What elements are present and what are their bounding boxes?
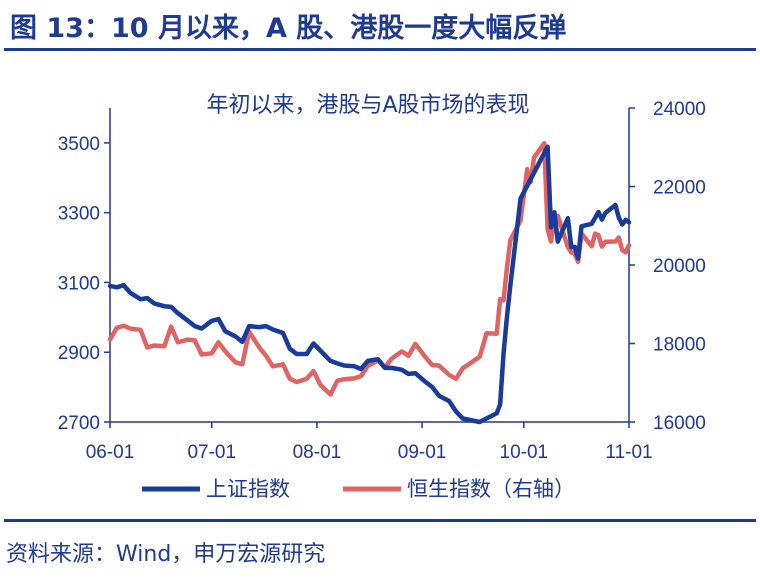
x-tick-label: 11-01 — [605, 442, 652, 463]
right-y-tick-label: 24000 — [653, 99, 706, 120]
x-tick-label: 09-01 — [398, 442, 447, 463]
legend: 上证指数 恒生指数（右轴） — [142, 477, 575, 501]
x-ticks: 06-01 07-01 08-01 09-01 10-01 11-01 — [86, 422, 653, 463]
source-note: 资料来源：Wind，申万宏源研究 — [6, 542, 326, 567]
figure-title: 图 13：10 月以来，A 股、港股一度大幅反弹 — [10, 13, 567, 44]
left-y-tick-label: 3500 — [58, 134, 100, 155]
series-lines — [107, 141, 632, 425]
legend-item-sse-label: 上证指数 — [206, 477, 290, 501]
x-tick-label: 08-01 — [293, 442, 342, 463]
right-y-tick-label: 22000 — [653, 178, 706, 199]
right-y-tick-label: 18000 — [653, 335, 706, 356]
series-line-hsi — [107, 141, 632, 397]
chart-title: 年初以来，港股与A股市场的表现 — [206, 93, 529, 118]
left-y-tick-label: 3300 — [58, 204, 100, 225]
x-tick-label: 06-01 — [86, 442, 135, 463]
top-rule — [4, 48, 756, 51]
right-y-tick-label: 16000 — [653, 413, 706, 434]
right-y-tick-label: 20000 — [653, 256, 706, 277]
left-y-tick-label: 2700 — [58, 413, 100, 434]
left-y-ticks: 2700 2900 3100 3300 3500 — [58, 134, 110, 434]
left-y-tick-label: 3100 — [58, 273, 100, 294]
right-y-ticks: 16000 18000 20000 22000 24000 — [629, 99, 706, 434]
bottom-rule — [4, 519, 756, 522]
x-tick-label: 07-01 — [187, 442, 236, 463]
legend-item-hsi-label: 恒生指数（右轴） — [407, 477, 575, 501]
series-line-sse — [107, 144, 632, 425]
left-y-tick-label: 2900 — [58, 343, 100, 364]
x-tick-label: 10-01 — [500, 442, 549, 463]
line-chart: 年初以来，港股与A股市场的表现 2700 2900 3100 3300 3500 160… — [58, 93, 706, 501]
